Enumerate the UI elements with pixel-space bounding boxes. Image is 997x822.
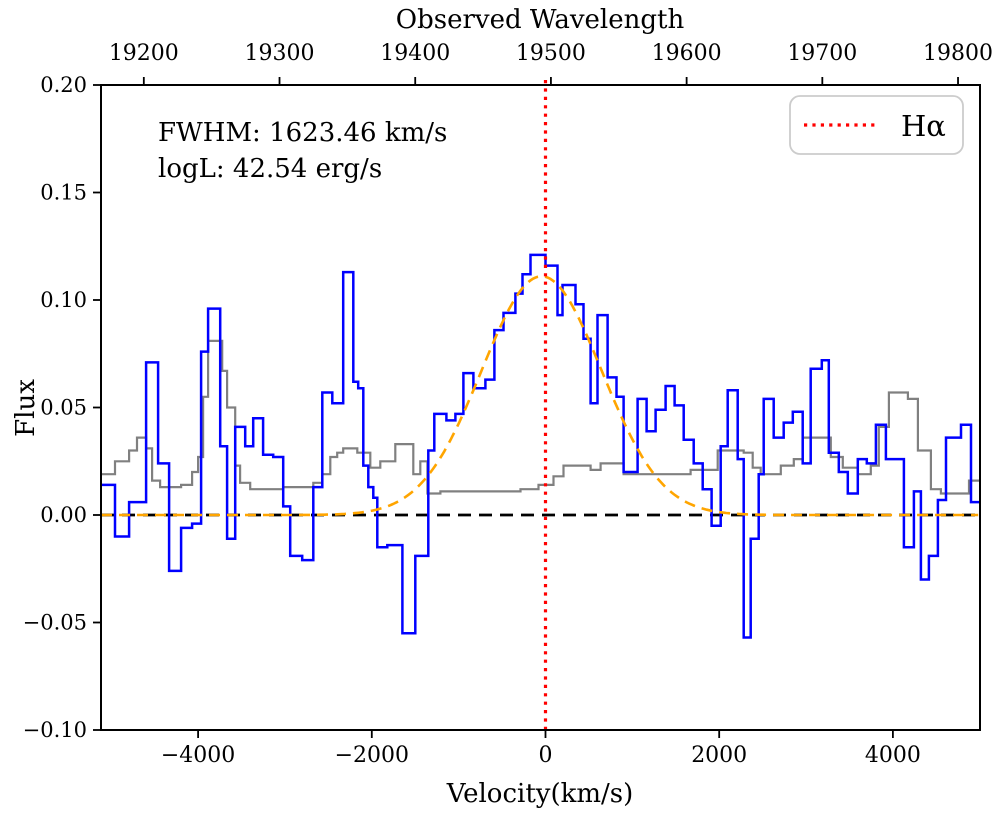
- legend-label: Hα: [901, 109, 946, 143]
- y-tick-label: 0.05: [40, 396, 87, 420]
- spectrum-step-line: [101, 253, 980, 639]
- legend-box: [789, 95, 964, 155]
- logl-annotation: logL: 42.54 erg/s: [158, 154, 382, 184]
- error-step-line: [101, 339, 980, 495]
- fwhm-annotation: FWHM: 1623.46 km/s: [158, 118, 447, 148]
- top-tick-label: 19600: [652, 41, 722, 66]
- y-tick-label: 0.20: [40, 73, 87, 97]
- bottom-axis-title: Velocity(km/s): [446, 779, 634, 809]
- plot-border: [100, 84, 981, 731]
- bottom-tick-label: 4000: [865, 743, 921, 768]
- y-axis-title: Flux: [11, 379, 41, 437]
- bottom-tick-label: −2000: [335, 743, 409, 768]
- y-tick-label: −0.05: [23, 611, 87, 635]
- top-tick-label: 19200: [109, 41, 179, 66]
- top-axis-title: Observed Wavelength: [396, 5, 685, 35]
- gaussian-fit-line: [101, 275, 979, 517]
- ticks-layer: −4000 −2000 0 2000 4000 19200 19300 19400 19500 1…: [23, 41, 993, 768]
- y-tick-label: 0.10: [40, 288, 87, 312]
- legend: Hα: [789, 95, 964, 155]
- bottom-tick-label: −4000: [161, 743, 235, 768]
- bottom-tick-label: 0: [538, 743, 552, 768]
- top-tick-label: 19400: [380, 41, 450, 66]
- y-tick-label: 0.15: [40, 181, 87, 205]
- top-tick-label: 19500: [516, 41, 586, 66]
- top-tick-label: 19300: [245, 41, 315, 66]
- curves-layer: [101, 78, 980, 730]
- bottom-tick-label: 2000: [691, 743, 747, 768]
- top-tick-label: 19800: [923, 41, 993, 66]
- y-tick-label: 0.00: [40, 503, 87, 527]
- y-tick-label: −0.10: [23, 718, 87, 742]
- top-tick-label: 19700: [787, 41, 857, 66]
